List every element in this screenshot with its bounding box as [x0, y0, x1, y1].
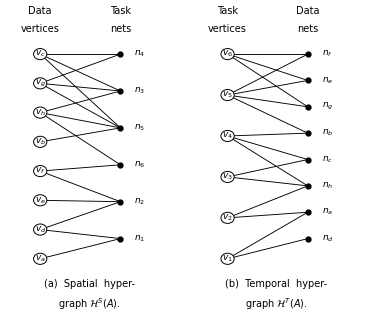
Circle shape — [34, 165, 47, 177]
Text: graph $\mathcal{H}^T(A)$.: graph $\mathcal{H}^T(A)$. — [245, 296, 308, 312]
Text: $n_{h}$: $n_{h}$ — [322, 181, 333, 191]
Circle shape — [34, 78, 47, 89]
Text: $n_{c}$: $n_{c}$ — [322, 154, 333, 165]
Text: vertices: vertices — [21, 24, 60, 34]
Text: $n_{b}$: $n_{b}$ — [322, 128, 333, 139]
Text: nets: nets — [110, 24, 131, 34]
Text: $v_{3}$: $v_{3}$ — [222, 172, 233, 182]
Text: $n_{4}$: $n_{4}$ — [134, 49, 146, 59]
Circle shape — [221, 171, 234, 183]
Text: (a)  Spatial  hyper-: (a) Spatial hyper- — [43, 279, 135, 289]
Circle shape — [34, 195, 47, 206]
Text: Task: Task — [110, 6, 131, 16]
Text: nets: nets — [297, 24, 318, 34]
Circle shape — [221, 90, 234, 100]
Text: $v_{2}$: $v_{2}$ — [222, 212, 233, 223]
Text: $v_{a}$: $v_{a}$ — [35, 254, 46, 264]
Text: $v_{6}$: $v_{6}$ — [222, 49, 233, 59]
Text: $v_{g}$: $v_{g}$ — [35, 78, 46, 89]
Text: $v_{e}$: $v_{e}$ — [35, 195, 46, 206]
Text: $v_{b}$: $v_{b}$ — [35, 137, 46, 147]
Text: $n_{f}$: $n_{f}$ — [322, 49, 332, 59]
Text: $v_{f}$: $v_{f}$ — [35, 166, 45, 176]
Text: Data: Data — [296, 6, 319, 16]
Circle shape — [221, 130, 234, 142]
Text: $n_{3}$: $n_{3}$ — [134, 86, 145, 96]
Text: $n_{2}$: $n_{2}$ — [134, 197, 145, 207]
Text: $n_{6}$: $n_{6}$ — [134, 159, 146, 170]
Circle shape — [34, 49, 47, 60]
Circle shape — [34, 253, 47, 264]
Text: $v_{c}$: $v_{c}$ — [35, 49, 46, 59]
Text: $n_{5}$: $n_{5}$ — [134, 123, 145, 133]
Circle shape — [34, 136, 47, 147]
Text: $n_{g}$: $n_{g}$ — [322, 101, 333, 112]
Circle shape — [221, 49, 234, 60]
Text: $v_{h}$: $v_{h}$ — [35, 107, 46, 118]
Text: $v_{5}$: $v_{5}$ — [222, 90, 233, 100]
Text: $n_{1}$: $n_{1}$ — [134, 233, 145, 244]
Circle shape — [221, 212, 234, 223]
Text: vertices: vertices — [208, 24, 247, 34]
Text: graph $\mathcal{H}^S(A)$.: graph $\mathcal{H}^S(A)$. — [58, 296, 121, 312]
Text: (b)  Temporal  hyper-: (b) Temporal hyper- — [225, 279, 328, 289]
Text: Data: Data — [29, 6, 52, 16]
Circle shape — [34, 224, 47, 235]
Text: $v_{d}$: $v_{d}$ — [35, 224, 46, 235]
Circle shape — [221, 253, 234, 264]
Circle shape — [34, 107, 47, 118]
Text: $v_{1}$: $v_{1}$ — [222, 254, 233, 264]
Text: $n_{e}$: $n_{e}$ — [322, 75, 333, 86]
Text: Task: Task — [217, 6, 238, 16]
Text: $v_{4}$: $v_{4}$ — [222, 131, 233, 141]
Text: $n_{a}$: $n_{a}$ — [322, 207, 333, 217]
Text: $n_{d}$: $n_{d}$ — [322, 233, 334, 244]
